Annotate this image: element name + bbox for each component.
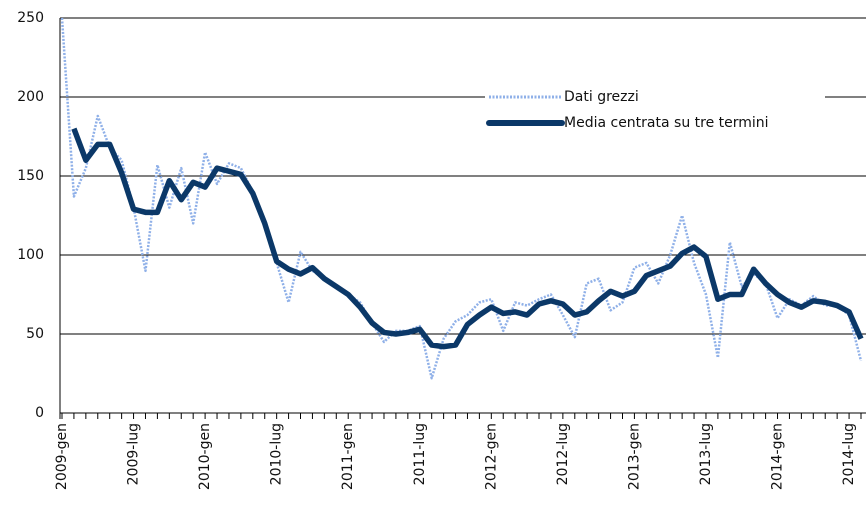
x-tick-label: 2013-lug	[698, 423, 714, 485]
x-tick-label: 2011-lug	[412, 423, 428, 485]
x-tick-label: 2009-lug	[126, 423, 142, 485]
y-tick-label: 200	[17, 89, 44, 105]
legend-label: Dati grezzi	[564, 89, 639, 105]
x-tick-label: 2012-lug	[555, 423, 571, 485]
x-tick-label: 2010-gen	[197, 423, 213, 490]
x-tick-label: 2012-gen	[483, 423, 499, 490]
y-tick-label: 50	[26, 326, 44, 342]
x-tick-label: 2013-gen	[626, 423, 642, 490]
y-tick-label: 0	[35, 405, 44, 421]
series-line	[60, 17, 863, 380]
legend-box	[485, 84, 825, 138]
series-line	[71, 127, 864, 350]
legend-label: Media centrata su tre termini	[564, 115, 769, 131]
y-tick-label: 150	[17, 168, 44, 184]
x-tick-label: 2014-gen	[770, 423, 786, 490]
y-tick-label: 250	[17, 10, 44, 26]
x-tick-label: 2010-lug	[269, 423, 285, 485]
x-tick-label: 2009-gen	[54, 423, 70, 490]
x-tick-label: 2014-lug	[841, 423, 857, 485]
y-tick-label: 100	[17, 247, 44, 263]
x-tick-label: 2011-gen	[340, 423, 356, 490]
